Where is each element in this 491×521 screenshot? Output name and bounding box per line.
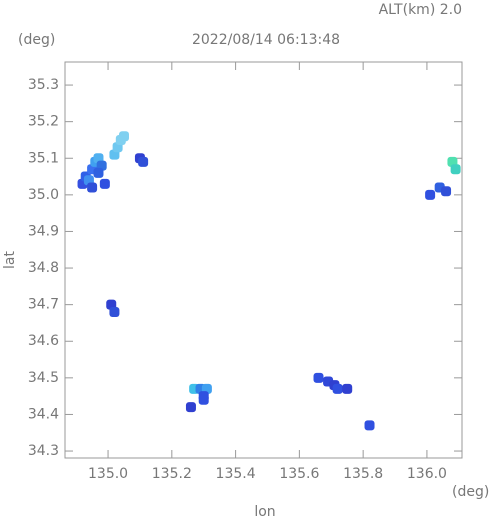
y-tick-label: 34.4 [28, 406, 59, 422]
echo-cell [138, 156, 149, 167]
x-tick-label: 136.0 [407, 466, 447, 482]
x-axis-label: lon [254, 504, 275, 520]
x-unit: (deg) [452, 484, 489, 500]
y-tick-label: 35.2 [28, 114, 59, 130]
echo-cell [364, 420, 375, 431]
x-tick-label: 135.4 [216, 466, 256, 482]
echo-cell [332, 383, 343, 394]
x-tick-label: 135.0 [88, 466, 128, 482]
y-tick-label: 34.7 [28, 297, 59, 313]
y-tick-label: 34.6 [28, 333, 59, 349]
echo-cell [342, 383, 353, 394]
echo-cell [93, 167, 104, 178]
plot-frame [64, 61, 463, 459]
chart-title: 2022/08/14 06:13:48 [192, 32, 340, 48]
y-tick-label: 34.5 [28, 370, 59, 386]
echo-cell [185, 402, 196, 413]
y-tick-label: 34.9 [28, 223, 59, 239]
echo-cell [441, 186, 452, 197]
echo-cell [198, 394, 209, 405]
y-tick-label: 35.3 [28, 77, 59, 93]
echo-cell [450, 164, 461, 175]
echo-cell [99, 178, 110, 189]
echo-cell [87, 182, 98, 193]
echo-cell [118, 131, 129, 142]
y-tick-label: 34.3 [28, 443, 59, 459]
altitude-label: ALT(km) 2.0 [379, 2, 462, 18]
y-tick-label: 35.1 [28, 150, 59, 166]
x-tick-label: 135.8 [343, 466, 383, 482]
x-tick-label: 135.2 [152, 466, 192, 482]
echo-cell [313, 372, 324, 383]
y-axis-label: lat [2, 251, 18, 269]
y-tick-label: 34.8 [28, 260, 59, 276]
y-tick-label: 35.0 [28, 187, 59, 203]
echo-cell [109, 306, 120, 317]
echo-cell [425, 189, 436, 200]
y-unit: (deg) [18, 32, 55, 48]
x-tick-label: 135.6 [279, 466, 319, 482]
